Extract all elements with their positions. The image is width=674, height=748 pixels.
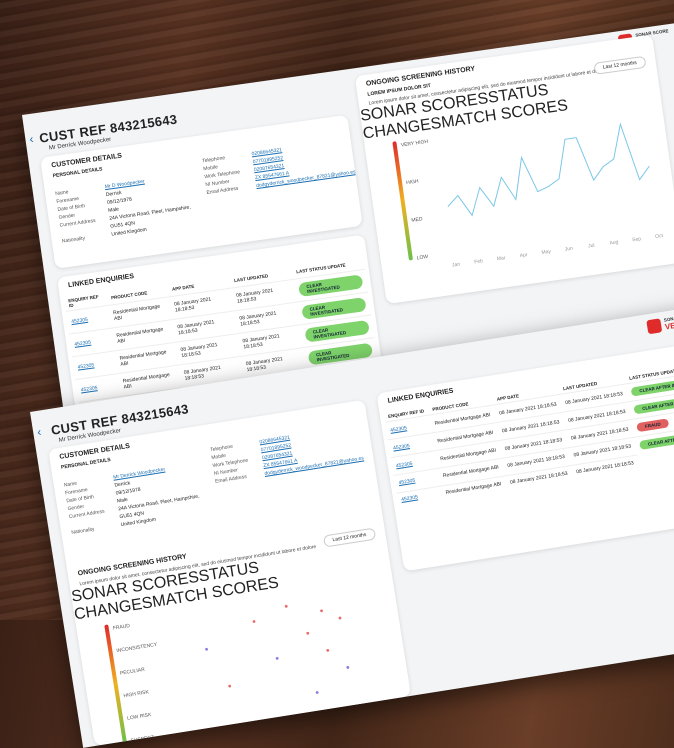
month-label: Oct (655, 233, 664, 240)
level-label: FRAUD (112, 623, 130, 632)
enquiry-ref[interactable]: 452305 (74, 339, 92, 348)
cell-text: 08 January 2021 18:18:53 (509, 470, 568, 486)
enquiry-ref[interactable]: 452305 (395, 460, 413, 469)
enquiry-ref[interactable]: 452305 (389, 424, 408, 434)
back-button[interactable]: ‹ (28, 131, 35, 147)
cell-text: 08 January 2021 18:18:53 (180, 342, 218, 360)
level-label: LOW (416, 254, 428, 262)
level-label: HIGH (406, 178, 420, 186)
status-dot (275, 656, 279, 660)
cell-text: Residential Mortgage ABI (116, 326, 164, 345)
level-label: VERY HIGH (401, 139, 429, 149)
status-dot (315, 691, 319, 694)
score-line (447, 122, 650, 217)
status-dot (228, 684, 232, 688)
month-label: May (541, 249, 552, 256)
level-label: LOW RISK (127, 712, 153, 722)
status-dot (284, 604, 288, 608)
field-list: Telephone02086645321 Mobile07701895252 Wor… (202, 138, 356, 197)
status-pill: FRAUD (636, 418, 670, 433)
cell-text: 08 January 2021 18:18:53 (183, 364, 222, 382)
history-card: ONGOING SCREENING HISTORY LOREM IPSUM DOL… (354, 34, 674, 305)
cell-text: 08 January 2021 18:18:53 (245, 356, 284, 374)
field-list: NameMr Derrick Woodpecker ForenameDerrick… (63, 460, 210, 537)
enquiry-ref[interactable]: 452305 (80, 384, 98, 394)
status-dot (346, 666, 350, 669)
level-label: HIGH RISK (123, 689, 150, 699)
cell-text: 08 January 2021 18:18:53 (173, 296, 212, 314)
cell-text: Residential Mortgage ABI (119, 349, 167, 368)
cell-text: Residential Mortgage ABI (122, 371, 171, 391)
enquiry-ref[interactable]: 452305 (77, 362, 95, 371)
month-label: Nov (352, 714, 362, 721)
enquiry-ref[interactable]: 452305 (70, 316, 89, 326)
enquiry-ref[interactable]: 452305 (398, 477, 416, 487)
enquiries-card: LINKED ENQUIRIES ENQUIRY REF ID PRODUCT CO… (376, 339, 674, 572)
sonar-icon (646, 318, 663, 335)
status-dot (338, 616, 342, 620)
level-label: SUSPECT (130, 735, 154, 745)
history-section: ONGOING SCREENING HISTORY Lorem ipsum dol… (67, 516, 412, 746)
cell-text: 08 January 2021 18:18:53 (242, 333, 280, 351)
cell-text: 08 January 2021 18:18:53 (235, 287, 274, 305)
sonar-badge: SONAR SCOREVERY HIGH (646, 311, 674, 335)
month-label: Dec (372, 711, 382, 718)
field-list: NameMr D Woodpecker ForenameDerrick Date o… (55, 171, 201, 246)
level-bar (104, 624, 127, 744)
cell-text: 08 January 2021 18:18:53 (239, 310, 277, 328)
month-label: Apr (520, 252, 529, 259)
month-label: Sep (632, 236, 642, 243)
enquiry-ref[interactable]: 452305 (392, 442, 411, 452)
status-dot (205, 647, 208, 651)
status-dot (306, 631, 310, 635)
month-label: Jun (564, 246, 573, 253)
status-dot (326, 648, 330, 652)
status-dot (320, 609, 323, 613)
history-chart: VERY HIGH HIGH MED LOW Jan Feb Mar Apr May Jun Jul… (392, 122, 664, 269)
sonar-text: SONAR SCOREVERY HIGH (663, 311, 674, 331)
cell-text: Residential Mortgage ABI (112, 303, 161, 323)
month-label: Jan (452, 261, 461, 268)
enquiry-ref[interactable]: 452305 (400, 493, 419, 503)
level-label: MED (411, 216, 423, 224)
month-label: Feb (474, 258, 484, 265)
level-bar (392, 141, 413, 261)
level-label: INCONSISTENCY (116, 642, 158, 654)
details-card: CUSTOMER DETAILS PERSONAL DETAILS NameMr D… (48, 399, 412, 746)
level-label: PECULIAR (120, 667, 146, 677)
screen: ‹ CUST REF 843215643 Mr Derrick Woodpecker… (22, 23, 674, 413)
status-dot (252, 620, 256, 623)
back-button[interactable]: ‹ (36, 424, 43, 440)
month-label: Aug (609, 239, 619, 246)
cell-text: 08 January 2021 18:18:53 (177, 319, 215, 337)
month-label: Mar (497, 255, 507, 262)
cell-text: 08 January 2021 18:18:53 (575, 459, 635, 475)
month-label: Jul (588, 243, 595, 250)
cell-text: Residential Mortgage ABI (445, 480, 502, 496)
